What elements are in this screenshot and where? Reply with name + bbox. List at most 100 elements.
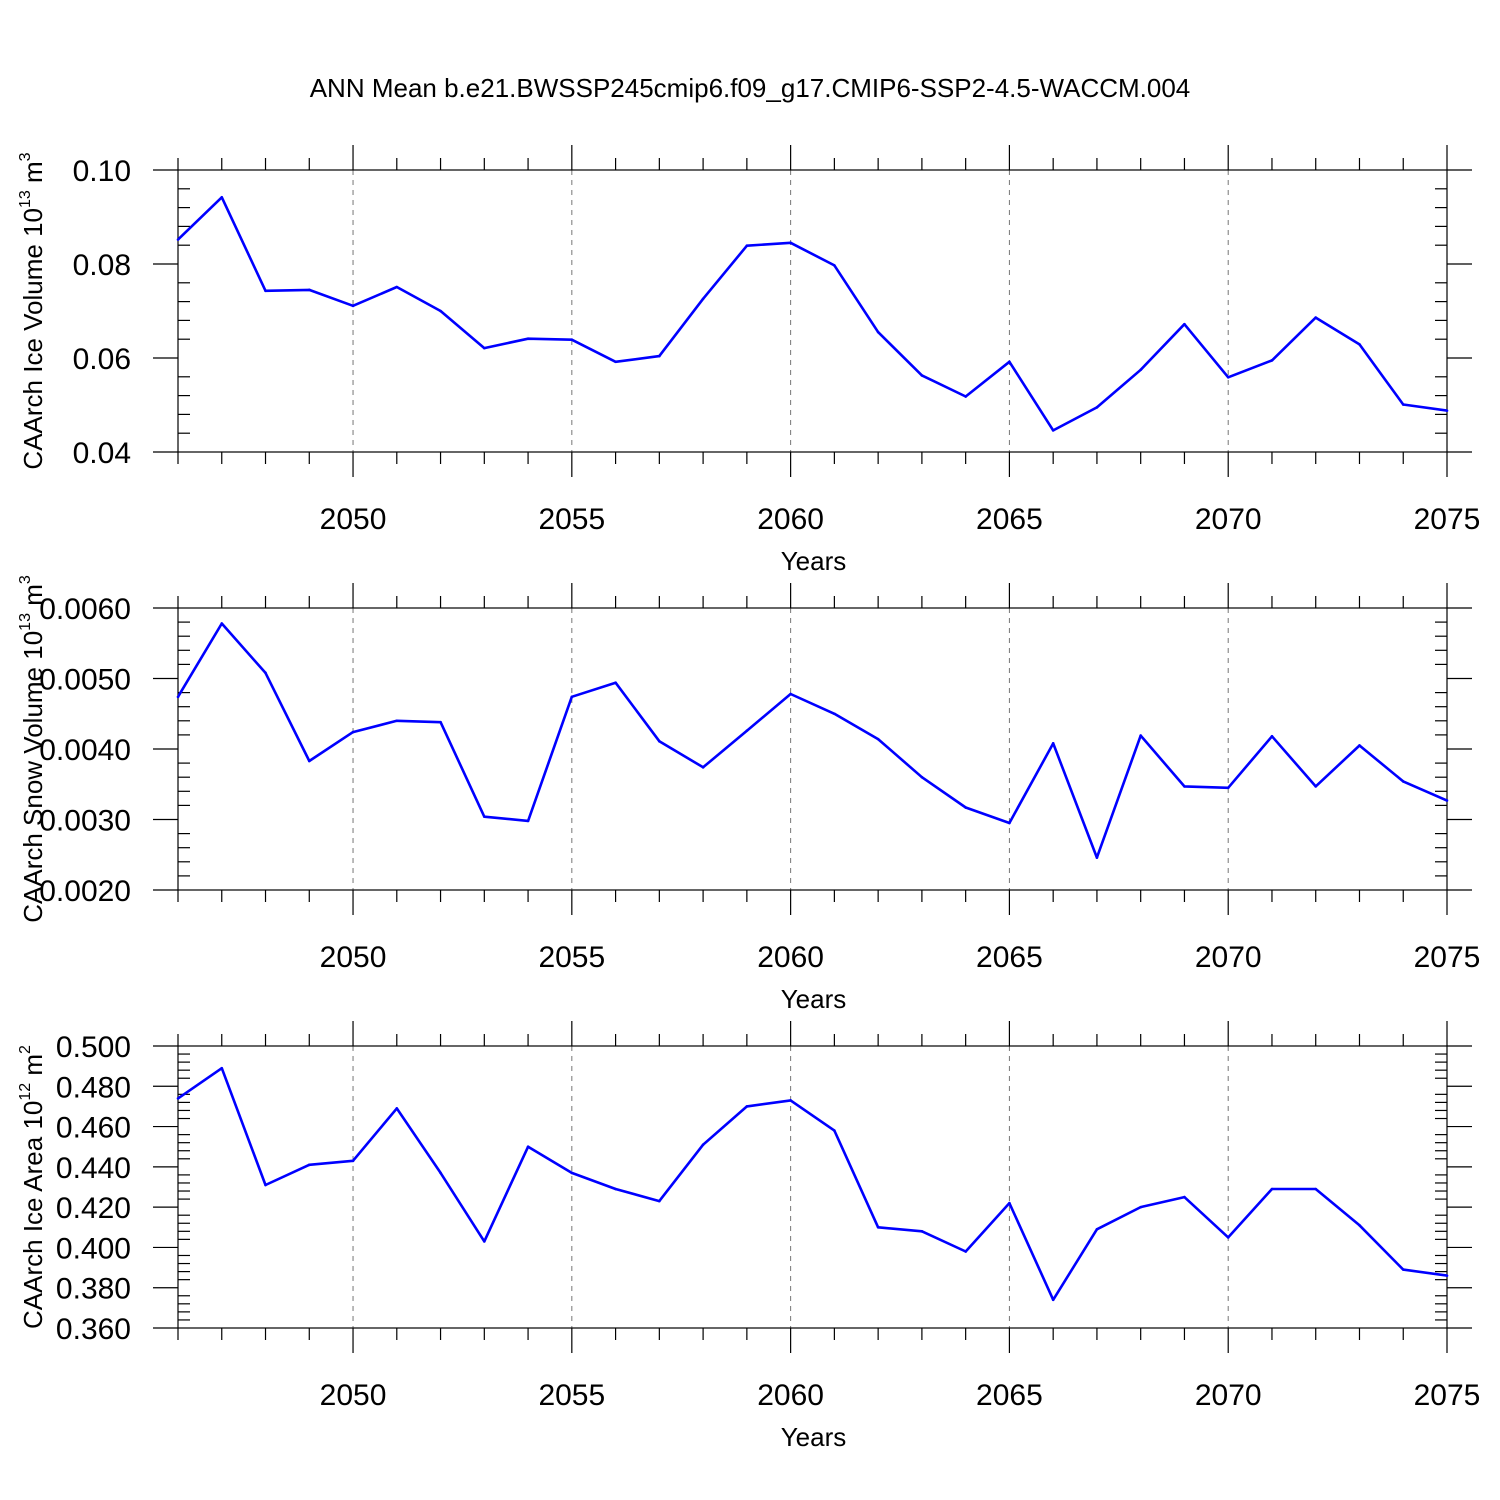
y-axis-title-part: 2 — [17, 1045, 34, 1054]
x-tick-label-2060: 2060 — [757, 503, 824, 536]
data-point-ice-volume-2072 — [1314, 316, 1318, 319]
data-point-ice-area-2057 — [658, 1199, 661, 1203]
data-point-ice-area-2046 — [176, 1097, 180, 1100]
series-line-ice-area — [178, 1066, 1447, 1302]
data-point-snow-volume-2075 — [1445, 799, 1449, 802]
data-point-ice-area-2069 — [1183, 1195, 1186, 1199]
data-point-ice-volume-2046 — [176, 238, 180, 241]
y-tick-label-0.480: 0.480 — [56, 1071, 131, 1104]
panel-snow-volume: 2050 2055 2060 2065 2070 2075 Years 0.0020 0.003… — [17, 575, 1480, 1014]
data-point-ice-volume-2047 — [220, 195, 224, 199]
data-point-ice-area-2074 — [1401, 1268, 1405, 1271]
data-point-ice-volume-2063 — [920, 374, 924, 377]
data-point-ice-volume-2060 — [789, 241, 792, 245]
data-point-snow-volume-2062 — [876, 737, 880, 741]
data-point-ice-area-2047 — [220, 1066, 224, 1070]
data-point-ice-volume-2053 — [483, 346, 486, 350]
data-point-ice-volume-2050 — [351, 304, 355, 308]
data-point-ice-volume-2065 — [1008, 360, 1011, 364]
data-point-ice-area-2048 — [264, 1183, 267, 1187]
y-tick-label-0.0030: 0.0030 — [39, 805, 131, 838]
data-point-ice-area-2075 — [1445, 1274, 1449, 1277]
x-axis-title-ice-area: Years — [781, 1422, 847, 1452]
data-point-snow-volume-2049 — [307, 759, 311, 763]
data-point-ice-volume-2073 — [1358, 343, 1361, 346]
x-axis-title-snow-volume: Years — [781, 984, 847, 1014]
data-point-ice-volume-2066 — [1051, 429, 1055, 432]
panel-ice-area: 2050 2055 2060 2065 2070 2075 Years 0.360 0.380 0… — [17, 1021, 1480, 1452]
y-tick-label-0.10: 0.10 — [73, 155, 131, 188]
x-tick-label-2065: 2065 — [976, 1379, 1043, 1412]
x-tick-label-2075: 2075 — [1414, 503, 1481, 536]
figure-title: ANN Mean b.e21.BWSSP245cmip6.f09_g17.CMI… — [310, 73, 1191, 103]
data-point-ice-volume-2061 — [833, 264, 836, 267]
y-tick-label-0.08: 0.08 — [73, 249, 131, 282]
data-point-ice-area-2055 — [570, 1171, 574, 1175]
data-point-ice-area-2073 — [1358, 1223, 1361, 1227]
x-tick-label-2050: 2050 — [320, 941, 387, 974]
plot-frame-snow-volume — [177, 607, 1448, 891]
plot-frame-ice-area — [177, 1045, 1448, 1329]
data-point-snow-volume-2058 — [701, 766, 705, 769]
data-point-snow-volume-2056 — [614, 681, 617, 685]
y-tick-label-0.500: 0.500 — [56, 1031, 131, 1064]
data-point-ice-area-2059 — [745, 1105, 749, 1108]
data-point-ice-area-2063 — [920, 1230, 924, 1233]
x-tick-label-2075: 2075 — [1414, 941, 1481, 974]
data-point-snow-volume-2057 — [658, 739, 661, 743]
y-axis-title-part: 13 — [17, 190, 34, 208]
y-axis-title-ice-volume: CAArch Ice Volume 1013 m3 — [17, 152, 48, 469]
data-point-snow-volume-2053 — [483, 815, 486, 818]
data-point-ice-area-2068 — [1139, 1205, 1142, 1209]
y-tick-label-0.0020: 0.0020 — [39, 875, 131, 908]
data-point-ice-area-2052 — [439, 1171, 442, 1175]
series-line-snow-volume — [178, 622, 1447, 859]
y-axis-title-part: CAArch Ice Area 10 — [18, 1101, 48, 1329]
x-tick-label-2050: 2050 — [320, 1379, 387, 1412]
y-axis-title-part: 12 — [17, 1083, 34, 1101]
y-axis-title-part: m — [18, 584, 48, 613]
y-axis-title-part: CAArch Snow Volume 10 — [18, 631, 48, 923]
data-point-ice-volume-2051 — [395, 285, 399, 289]
y-tick-label-0.400: 0.400 — [56, 1232, 131, 1265]
data-point-ice-volume-2062 — [876, 330, 880, 334]
data-point-snow-volume-2072 — [1314, 785, 1318, 788]
y-tick-label-0.06: 0.06 — [73, 343, 131, 376]
data-point-snow-volume-2061 — [833, 712, 836, 716]
data-point-ice-volume-2054 — [526, 337, 530, 341]
y-tick-label-0.0040: 0.0040 — [39, 734, 131, 767]
data-point-ice-area-2064 — [964, 1250, 967, 1253]
data-point-ice-area-2067 — [1095, 1228, 1099, 1231]
data-point-ice-area-2060 — [789, 1099, 792, 1102]
data-point-ice-area-2066 — [1051, 1298, 1055, 1302]
data-point-ice-volume-2070 — [1226, 375, 1230, 379]
data-point-snow-volume-2051 — [395, 719, 399, 723]
y-axis-title-part: CAArch Ice Volume 10 — [18, 208, 48, 470]
data-point-ice-area-2058 — [701, 1143, 705, 1146]
data-point-ice-area-2056 — [614, 1187, 617, 1191]
data-point-ice-area-2051 — [395, 1107, 399, 1110]
data-point-ice-volume-2048 — [264, 289, 267, 293]
data-point-ice-volume-2058 — [701, 297, 705, 301]
series-line-ice-volume — [178, 196, 1447, 432]
data-point-ice-area-2072 — [1314, 1187, 1318, 1191]
y-tick-label-0.0050: 0.0050 — [39, 664, 131, 697]
y-tick-label-0.440: 0.440 — [56, 1152, 131, 1185]
data-point-ice-volume-2052 — [439, 309, 442, 313]
x-tick-label-2060: 2060 — [757, 1379, 824, 1412]
y-tick-label-0.460: 0.460 — [56, 1112, 131, 1145]
data-point-snow-volume-2050 — [351, 730, 355, 734]
data-point-ice-area-2050 — [351, 1159, 355, 1163]
y-axis-title-snow-volume: CAArch Snow Volume 1013 m3 — [17, 575, 48, 923]
data-point-snow-volume-2054 — [526, 819, 530, 823]
data-point-ice-volume-2074 — [1401, 403, 1405, 406]
data-point-ice-volume-2068 — [1139, 368, 1142, 372]
x-tick-label-2070: 2070 — [1195, 941, 1262, 974]
y-axis-title-part: 3 — [17, 575, 34, 584]
data-point-ice-area-2049 — [307, 1163, 311, 1167]
data-point-snow-volume-2065 — [1008, 821, 1011, 825]
x-tick-label-2055: 2055 — [538, 1379, 605, 1412]
data-point-snow-volume-2071 — [1270, 735, 1274, 738]
data-point-snow-volume-2066 — [1051, 742, 1055, 745]
